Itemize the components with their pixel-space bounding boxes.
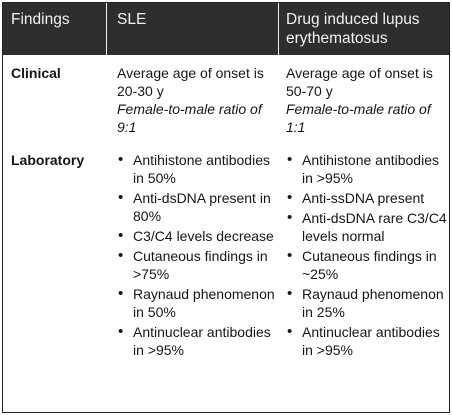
clinical-dile-cell: Average age of onset is 50-70 y Female-t…	[286, 64, 448, 136]
list-item: Antihistone antibodies in >95%	[286, 151, 448, 187]
table-header: Findings SLE Drug induced lupus erythema…	[3, 3, 449, 55]
clinical-sle-cell: Average age of onset is 20-30 y Female-t…	[117, 64, 277, 136]
laboratory-sle-list: Antihistone antibodies in 50% Anti-dsDNA…	[117, 151, 277, 361]
header-divider	[106, 3, 107, 55]
row-label-laboratory: Laboratory	[11, 152, 85, 168]
list-item: Antihistone antibodies in 50%	[117, 151, 277, 187]
list-item: Cutaneous findings in ~25%	[286, 247, 448, 283]
table-row-clinical: Clinical Average age of onset is 20-30 y…	[3, 55, 449, 141]
list-item: C3/C4 levels decrease	[117, 227, 277, 245]
sle-ratio-text: Female-to-male ratio of 9:1	[117, 101, 262, 135]
list-item: Antinuclear antibodies in >95%	[286, 323, 448, 359]
list-item: Anti-dsDNA rare C3/C4 levels normal	[286, 209, 448, 245]
list-item: Anti-dsDNA present in 80%	[117, 189, 277, 225]
list-item: Raynaud phenomenon in 25%	[286, 285, 448, 321]
list-item: Raynaud phenomenon in 50%	[117, 285, 277, 321]
list-item: Antinuclear antibodies in >95%	[117, 323, 277, 359]
header-findings: Findings	[11, 11, 70, 28]
header-divider	[278, 3, 279, 55]
header-sle: SLE	[117, 11, 147, 28]
laboratory-dile-list: Antihistone antibodies in >95% Anti-ssDN…	[286, 151, 448, 361]
list-item: Anti-ssDNA present	[286, 189, 448, 207]
dile-ratio-text: Female-to-male ratio of 1:1	[286, 101, 431, 135]
list-item: Cutaneous findings in >75%	[117, 247, 277, 283]
dile-onset-text: Average age of onset is 50-70 y	[286, 65, 433, 99]
row-label-clinical: Clinical	[11, 65, 61, 81]
header-drug-induced-lupus: Drug induced lupus erythematosus	[286, 11, 420, 47]
table-row-laboratory: Laboratory Antihistone antibodies in 50%…	[3, 141, 449, 413]
sle-onset-text: Average age of onset is 20-30 y	[117, 65, 264, 99]
